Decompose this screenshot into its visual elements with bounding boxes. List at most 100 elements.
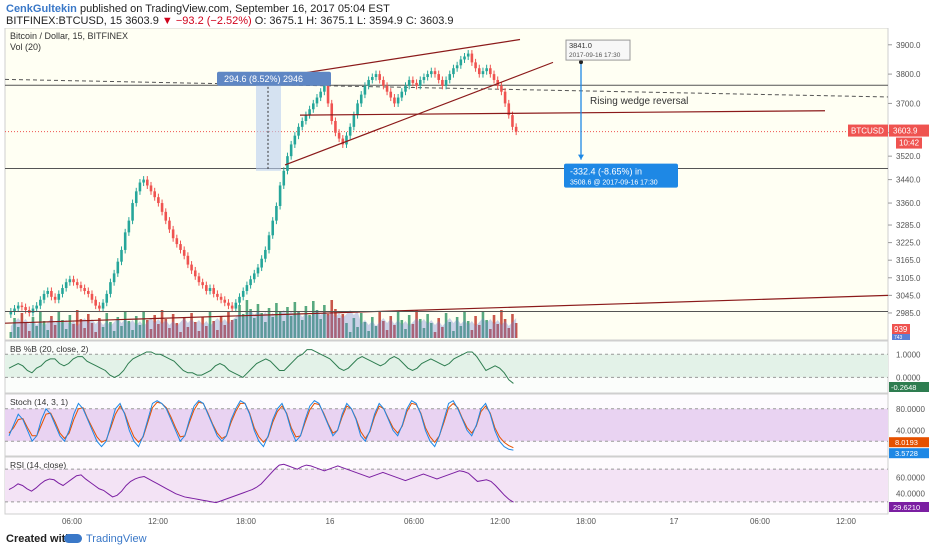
volume-bar <box>61 320 64 338</box>
volume-bar <box>131 330 134 338</box>
stoch-d-line <box>8 401 514 449</box>
volume-title: Vol (20) <box>10 42 41 52</box>
bb-series-line <box>8 349 514 384</box>
bb-axis-label: 1.0000 <box>896 350 921 359</box>
volume-bar <box>470 330 474 338</box>
candle-body <box>24 307 27 311</box>
candle-body <box>348 126 352 136</box>
volume-bar <box>197 331 201 338</box>
volume-bar <box>120 326 123 338</box>
volume-bar <box>260 313 263 338</box>
candle-body <box>430 71 433 75</box>
candle-body <box>68 279 72 283</box>
candle-body <box>16 305 20 309</box>
candle-body <box>489 68 492 75</box>
volume-bar <box>489 329 492 338</box>
candle-body <box>146 179 149 186</box>
volume-bar <box>511 314 514 338</box>
volume-bar <box>27 331 31 338</box>
time-axis-label: 06:00 <box>750 517 771 526</box>
tradingview-brand-link[interactable]: TradingView <box>86 533 147 545</box>
candle-body <box>459 59 463 66</box>
candle-body <box>352 115 356 127</box>
volume-bar <box>315 310 319 338</box>
rsi-axis-label: 40.0000 <box>896 490 925 499</box>
volume-bar <box>39 312 42 338</box>
volume-bar <box>20 313 24 338</box>
target-top-value: 3841.0 <box>569 41 592 50</box>
publish-line: CenkGultekin published on TradingView.co… <box>6 3 390 15</box>
volume-bar <box>223 325 227 338</box>
target-arrow-head <box>578 154 584 160</box>
candle-body <box>234 302 238 309</box>
volume-bar <box>267 308 271 338</box>
candle-body <box>319 91 322 98</box>
candle-body <box>356 103 359 116</box>
stoch-axis-label: 40.0000 <box>896 426 925 435</box>
candle-body <box>444 79 448 86</box>
candle-body <box>271 220 275 236</box>
candle-body <box>256 267 260 274</box>
author-link[interactable]: CenkGultekin <box>6 3 77 15</box>
volume-bar <box>282 321 286 338</box>
publish-text: published on TradingView.com, September … <box>79 3 390 15</box>
candle-body <box>334 120 337 133</box>
candle-body <box>53 296 57 300</box>
volume-bar <box>341 314 345 338</box>
volume-bar <box>46 330 50 338</box>
candle-body <box>437 74 440 80</box>
candle-body <box>160 203 164 212</box>
candle-body <box>293 135 297 145</box>
volume-bar <box>127 321 131 338</box>
candle-body <box>441 79 444 86</box>
volume-bar <box>396 311 400 338</box>
volume-bar <box>275 303 278 338</box>
candle-body <box>138 182 142 192</box>
volume-bar <box>31 317 35 338</box>
volume-bar <box>87 314 90 338</box>
candle-body <box>275 205 278 221</box>
rsi-band-fill <box>5 469 888 502</box>
volume-bar <box>142 311 145 338</box>
candle-body <box>201 282 204 286</box>
candle-body <box>13 308 16 312</box>
volume-bar <box>101 327 105 338</box>
candle-body <box>212 288 215 294</box>
candle-body <box>186 255 190 265</box>
volume-bar <box>319 319 322 338</box>
volume-bar <box>53 325 57 338</box>
candle-body <box>507 103 511 116</box>
candle-body <box>455 65 459 69</box>
candle-body <box>323 85 326 92</box>
volume-bar <box>448 322 452 338</box>
volume-bar <box>371 317 374 338</box>
wedge-annotation-text: Rising wedge reversal <box>590 96 688 107</box>
volume-bar <box>367 331 370 338</box>
trading-chart[interactable]: 3900.03800.03700.03600.03520.03440.03360… <box>0 28 932 528</box>
volume-bar <box>382 321 385 338</box>
volume-bar <box>466 321 470 338</box>
volume-bar <box>411 324 415 338</box>
volume-bar <box>492 315 496 338</box>
candle-body <box>359 94 363 104</box>
candle-body <box>345 135 348 145</box>
stoch-k-line <box>8 400 514 451</box>
volume-bar <box>304 306 308 338</box>
volume-bar <box>245 300 249 338</box>
volume-bar <box>149 329 153 338</box>
volume-bar <box>415 310 418 338</box>
range-label-text: 294.6 (8.52%) 2946 <box>224 74 303 84</box>
rsi-last-value: 29.6210 <box>893 503 920 512</box>
volume-bar <box>241 314 245 338</box>
down-arrow-icon: ▼ <box>161 15 173 27</box>
bb-title: BB %B (20, close, 2) <box>10 344 89 354</box>
volume-bar <box>348 332 352 338</box>
candle-body <box>315 97 319 104</box>
candle-body <box>363 85 367 95</box>
volume-bar <box>212 321 215 338</box>
volume-bar <box>418 319 422 338</box>
candle-body <box>20 305 24 308</box>
volume-bar <box>430 323 433 338</box>
candle-body <box>153 191 156 198</box>
volume-bar <box>503 319 507 338</box>
